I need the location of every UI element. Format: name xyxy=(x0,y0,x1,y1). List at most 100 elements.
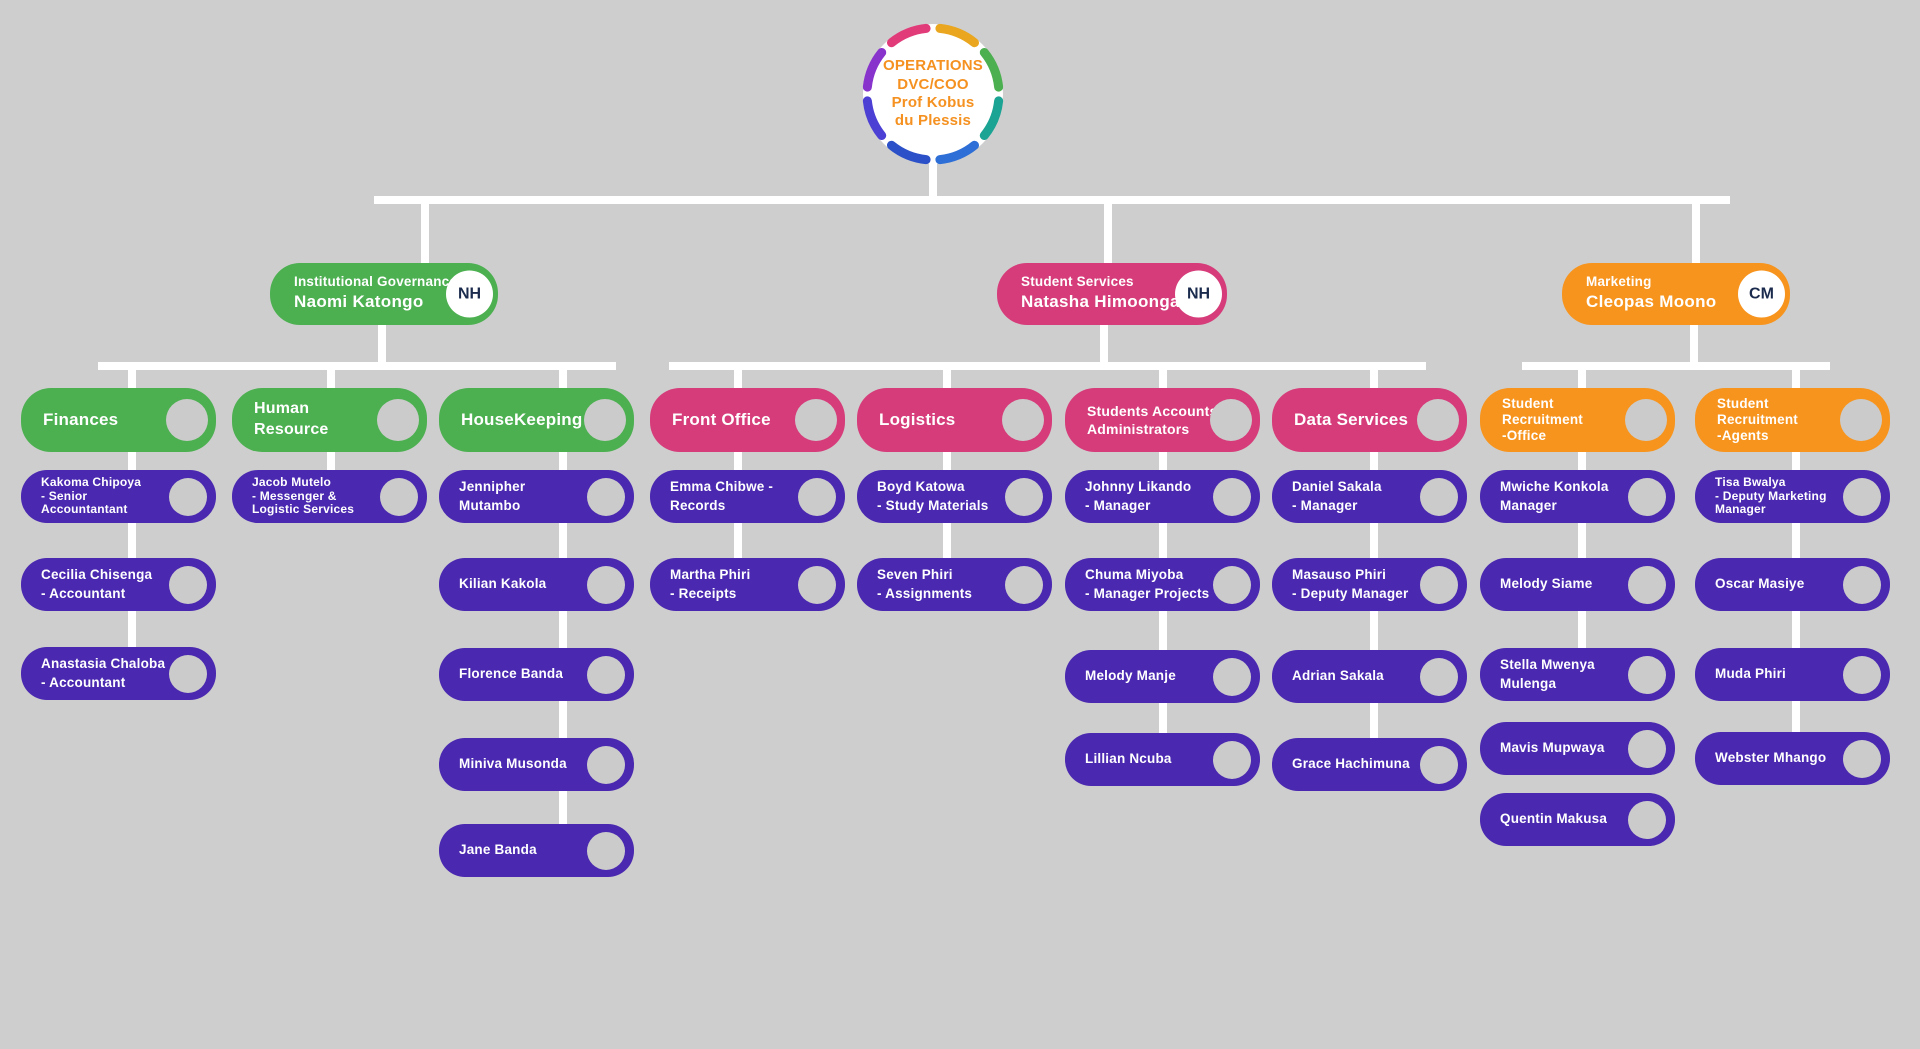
member-name: Kilian Kakola xyxy=(459,576,547,592)
member-name: Mulenga xyxy=(1500,675,1557,691)
member-name: - Messenger & xyxy=(252,488,337,503)
connector-line xyxy=(943,517,951,564)
avatar-placeholder-circle xyxy=(1420,745,1458,784)
member-node[interactable]: Melody Manje xyxy=(1065,650,1260,703)
member-name: Martha Phiri xyxy=(670,566,751,582)
member-node[interactable]: Boyd Katowa - Study Materials xyxy=(857,470,1052,523)
root-label-line: OPERATIONS xyxy=(882,57,984,75)
member-name: Webster Mhango xyxy=(1715,750,1827,766)
dept-header-housekeeping[interactable]: HouseKeeping xyxy=(439,388,634,452)
member-name: Florence Banda xyxy=(459,666,564,682)
branch-node-student-services[interactable]: Student Services Natasha Himoonga NH xyxy=(997,263,1227,325)
connector-line xyxy=(1159,517,1167,564)
member-name: Kakoma Chipoya xyxy=(41,474,142,489)
member-name: Manager xyxy=(1500,497,1557,513)
member-node[interactable]: Lillian Ncuba xyxy=(1065,733,1260,786)
member-node[interactable]: Emma Chibwe - Records xyxy=(650,470,845,523)
member-node[interactable]: Muda Phiri xyxy=(1695,648,1890,701)
dept-header-label: Finances xyxy=(43,409,119,429)
member-name: - Manager Projects xyxy=(1085,585,1210,601)
avatar-placeholder-circle xyxy=(1005,477,1043,516)
dept-header-label: Recruitment xyxy=(1502,411,1583,427)
connector-line xyxy=(1370,605,1378,656)
member-node[interactable]: Chuma Miyoba - Manager Projects xyxy=(1065,558,1260,611)
member-node[interactable]: Florence Banda xyxy=(439,648,634,701)
member-name: - Deputy Marketing xyxy=(1715,488,1827,503)
member-node[interactable]: Martha Phiri - Receipts xyxy=(650,558,845,611)
member-name: Tisa Bwalya xyxy=(1715,474,1786,489)
dept-header-student-recruitment-agents[interactable]: Student Recruitment -Agents xyxy=(1695,388,1890,452)
avatar-placeholder-circle xyxy=(1843,655,1881,694)
connector-line xyxy=(1370,517,1378,564)
member-node[interactable]: Adrian Sakala xyxy=(1272,650,1467,703)
member-node[interactable]: Mwiche Konkola Manager xyxy=(1480,470,1675,523)
dept-header-front-office[interactable]: Front Office xyxy=(650,388,845,452)
member-node[interactable]: Johnny Likando - Manager xyxy=(1065,470,1260,523)
avatar-placeholder-circle xyxy=(1005,565,1043,604)
connector-line xyxy=(1522,362,1830,370)
dept-header-human-resource[interactable]: Human Resource xyxy=(232,388,427,452)
dept-header-student-recruitment-office[interactable]: Student Recruitment -Office xyxy=(1480,388,1675,452)
member-node[interactable]: Anastasia Chaloba - Accountant xyxy=(21,647,216,700)
member-node[interactable]: Masauso Phiri - Deputy Manager xyxy=(1272,558,1467,611)
avatar-placeholder-circle xyxy=(1843,739,1881,778)
dept-header-data-services[interactable]: Data Services xyxy=(1272,388,1467,452)
connector-line xyxy=(1792,517,1800,564)
connector-line xyxy=(1159,605,1167,656)
member-name: Melody Manje xyxy=(1085,668,1176,684)
member-node[interactable]: Seven Phiri - Assignments xyxy=(857,558,1052,611)
dept-header-label: Front Office xyxy=(672,409,771,429)
root-label-line: DVC/COO xyxy=(897,75,969,93)
avatar-placeholder-circle xyxy=(169,565,207,604)
dept-header-label: HouseKeeping xyxy=(461,409,583,429)
member-node[interactable]: Kilian Kakola xyxy=(439,558,634,611)
branch-node-institutional-governance[interactable]: Institutional Governance Naomi Katongo N… xyxy=(270,263,498,325)
member-node[interactable]: Jacob Mutelo - Messenger & Logistic Servic… xyxy=(232,470,427,523)
dept-header-finances[interactable]: Finances xyxy=(21,388,216,452)
branch-node-marketing[interactable]: Marketing Cleopas Moono CM xyxy=(1562,263,1790,325)
root-label-line: du Plessis xyxy=(894,112,972,130)
dept-header-logistics[interactable]: Logistics xyxy=(857,388,1052,452)
member-name: - Assignments xyxy=(877,585,973,601)
ring-segment xyxy=(862,96,887,141)
connector-line xyxy=(1792,695,1800,738)
member-node[interactable]: Quentin Makusa xyxy=(1480,793,1675,846)
dept-header-students-accounts[interactable]: Students Accounts Administrators xyxy=(1065,388,1260,452)
connector-line xyxy=(559,695,567,744)
avatar-placeholder-circle xyxy=(798,565,836,604)
member-node[interactable]: Daniel Sakala - Manager xyxy=(1272,470,1467,523)
member-node[interactable]: Miniva Musonda xyxy=(439,738,634,791)
member-node[interactable]: Grace Hachimuna xyxy=(1272,738,1467,791)
member-node[interactable]: Mavis Mupwaya xyxy=(1480,722,1675,775)
member-name: - Accountant xyxy=(41,674,126,690)
branch-title: Student Services xyxy=(1021,274,1134,289)
member-node[interactable]: Tisa Bwalya - Deputy Marketing Manager xyxy=(1695,470,1890,523)
avatar-placeholder-circle xyxy=(169,654,207,693)
connector-line xyxy=(1692,196,1700,268)
member-name: - Study Materials xyxy=(877,497,989,513)
member-node[interactable]: Webster Mhango xyxy=(1695,732,1890,785)
member-node[interactable]: Oscar Masiye xyxy=(1695,558,1890,611)
member-name: Johnny Likando xyxy=(1085,478,1192,494)
avatar-placeholder-circle xyxy=(1628,800,1666,839)
avatar-placeholder-circle xyxy=(1840,399,1882,441)
connector-line xyxy=(1792,362,1800,394)
root-label: OPERATIONS DVC/COO Prof Kobus du Plessis xyxy=(867,18,999,170)
member-name: Jacob Mutelo xyxy=(252,474,332,489)
member-node[interactable]: Stella Mwenya Mulenga xyxy=(1480,648,1675,701)
branch-person-name: Naomi Katongo xyxy=(294,292,424,311)
connector-line xyxy=(128,446,136,476)
avatar-placeholder-circle xyxy=(1628,655,1666,694)
member-node[interactable]: Cecilia Chisenga - Accountant xyxy=(21,558,216,611)
connector-line xyxy=(378,323,386,370)
member-node[interactable]: Jane Banda xyxy=(439,824,634,877)
member-node[interactable]: Jennipher Mutambo xyxy=(439,470,634,523)
avatar-placeholder-circle xyxy=(1420,477,1458,516)
member-name: - Accountant xyxy=(41,585,126,601)
member-name: Oscar Masiye xyxy=(1715,576,1805,592)
ring-segment xyxy=(979,47,1004,92)
member-node[interactable]: Melody Siame xyxy=(1480,558,1675,611)
avatar-placeholder-circle xyxy=(587,831,625,870)
root-node-operations[interactable]: OPERATIONS DVC/COO Prof Kobus du Plessis xyxy=(857,18,1009,170)
member-node[interactable]: Kakoma Chipoya - Senior Accountantant xyxy=(21,470,216,523)
